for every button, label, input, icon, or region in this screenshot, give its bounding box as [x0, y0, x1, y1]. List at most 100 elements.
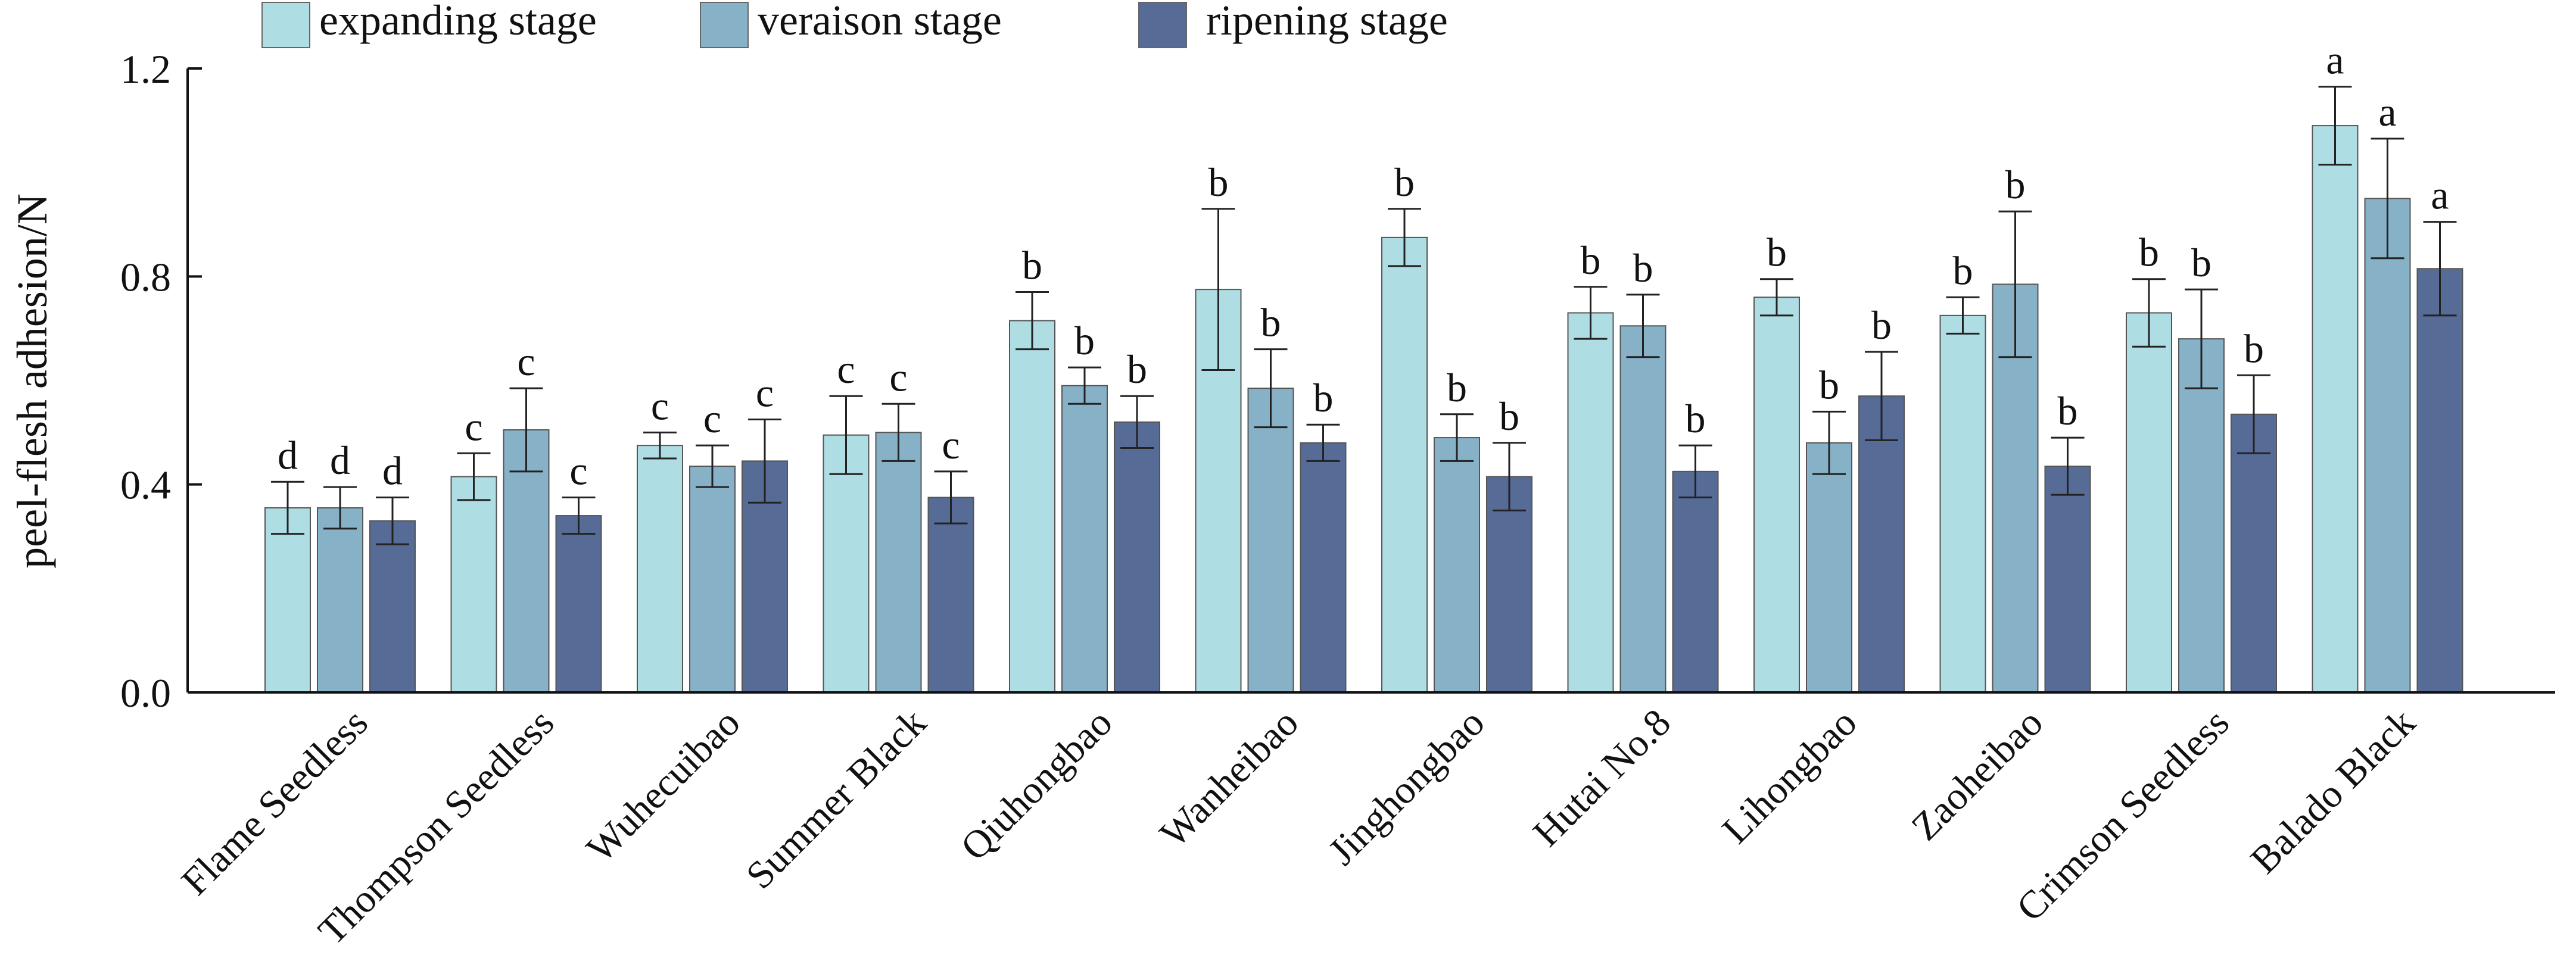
legend-item-ripening: ripening stage — [1138, 0, 1448, 48]
significance-letter: b — [1127, 347, 1147, 392]
significance-letter: c — [703, 396, 721, 441]
significance-letter: b — [1686, 396, 1706, 441]
bar — [875, 432, 922, 693]
significance-letter: d — [330, 438, 350, 483]
significance-letter: b — [1394, 160, 1415, 205]
significance-letter: a — [2378, 89, 2396, 135]
x-tick-label: Balado Black — [2242, 701, 2424, 882]
bar — [637, 445, 683, 694]
bar — [2312, 125, 2359, 694]
significance-letter: b — [1208, 160, 1229, 205]
x-tick-label: Jinghongbao — [1320, 701, 1493, 873]
significance-letter: b — [1953, 248, 1973, 293]
bar — [927, 497, 974, 693]
bar — [2416, 268, 2463, 693]
legend-swatch-ripening — [1138, 2, 1187, 48]
y-axis-label: peel-flesh adhesion/N — [8, 193, 56, 569]
bar — [450, 476, 497, 693]
bar — [1300, 442, 1347, 693]
bar — [1753, 297, 1800, 693]
bar-group: bbb — [1753, 230, 1905, 693]
x-tick-label: Lihongbao — [1714, 701, 1865, 852]
bar — [1247, 388, 1294, 693]
significance-letter: b — [2005, 162, 2026, 207]
bar — [264, 507, 311, 693]
bar — [2178, 338, 2225, 693]
bar — [1061, 385, 1108, 693]
y-tick-label: 0.0 — [120, 670, 171, 716]
significance-letter: b — [1767, 230, 1787, 275]
bar — [1858, 395, 1905, 693]
bar — [1806, 442, 1852, 693]
legend-label-veraison: veraison stage — [758, 0, 1002, 44]
significance-letter: c — [569, 448, 587, 494]
significance-letter: b — [2139, 230, 2159, 275]
bar — [1619, 325, 1667, 693]
bar-group: ccc — [450, 339, 602, 693]
significance-letter: c — [465, 404, 482, 449]
significance-letter: b — [2191, 240, 2211, 285]
significance-letter: b — [1871, 302, 1892, 348]
bar — [1434, 437, 1480, 693]
significance-letter: b — [1447, 365, 1467, 410]
significance-letter: b — [1819, 362, 1839, 407]
significance-letter: c — [756, 370, 774, 416]
significance-letter: a — [2431, 173, 2449, 218]
x-tick-label: Wuhecuibao — [578, 701, 749, 871]
significance-letter: c — [837, 347, 855, 392]
bar — [1567, 312, 1614, 693]
significance-letter: c — [651, 383, 669, 428]
bar — [317, 507, 363, 693]
bar — [555, 515, 602, 693]
bar — [1486, 476, 1532, 693]
legend: expanding stage veraison stage ripening … — [261, 0, 1448, 48]
x-tick-label: Zaoheibao — [1904, 701, 2052, 849]
bar — [2044, 466, 2091, 693]
bar — [1009, 320, 1055, 693]
significance-letter: b — [1581, 238, 1601, 283]
significance-letter: c — [942, 422, 960, 467]
bar — [689, 466, 736, 693]
legend-item-expanding: expanding stage — [261, 0, 597, 48]
significance-letter: d — [382, 448, 403, 494]
y-axis: 0.0 0.4 0.8 1.2 — [120, 46, 202, 716]
significance-letter: c — [517, 339, 535, 384]
bar-group: aaa — [2312, 38, 2463, 694]
bar-group: bbb — [1195, 160, 1347, 693]
significance-letter: b — [1261, 300, 1281, 345]
significance-letter: b — [1499, 394, 1519, 439]
bar — [2231, 413, 2277, 693]
legend-swatch-expanding — [261, 2, 310, 48]
bar — [1672, 470, 1719, 693]
significance-letter: b — [1074, 318, 1095, 363]
significance-letter: d — [278, 432, 298, 477]
x-tick-label: Hutai No.8 — [1525, 701, 1679, 855]
bar — [1939, 314, 1986, 693]
y-tick-label: 0.8 — [120, 254, 171, 299]
x-tick-label: Qiuhongbao — [952, 701, 1120, 869]
bar — [369, 520, 416, 693]
significance-letter: b — [1313, 375, 1334, 420]
y-tick-label: 0.4 — [120, 463, 171, 508]
significance-letter: b — [1633, 245, 1653, 291]
bar — [1114, 421, 1160, 693]
significance-letter: b — [1022, 243, 1042, 288]
significance-letter: c — [889, 354, 907, 400]
significance-letter: b — [2244, 326, 2264, 371]
legend-label-expanding: expanding stage — [319, 0, 597, 44]
legend-item-veraison: veraison stage — [700, 0, 1002, 48]
significance-letter: a — [2326, 38, 2344, 83]
x-tick-label: Summer Black — [738, 701, 935, 897]
bar-group: bbb — [1381, 160, 1532, 694]
x-tick-label: Wanheibao — [1152, 701, 1307, 856]
bar-group: bbb — [1009, 243, 1160, 693]
bar — [2126, 312, 2172, 693]
